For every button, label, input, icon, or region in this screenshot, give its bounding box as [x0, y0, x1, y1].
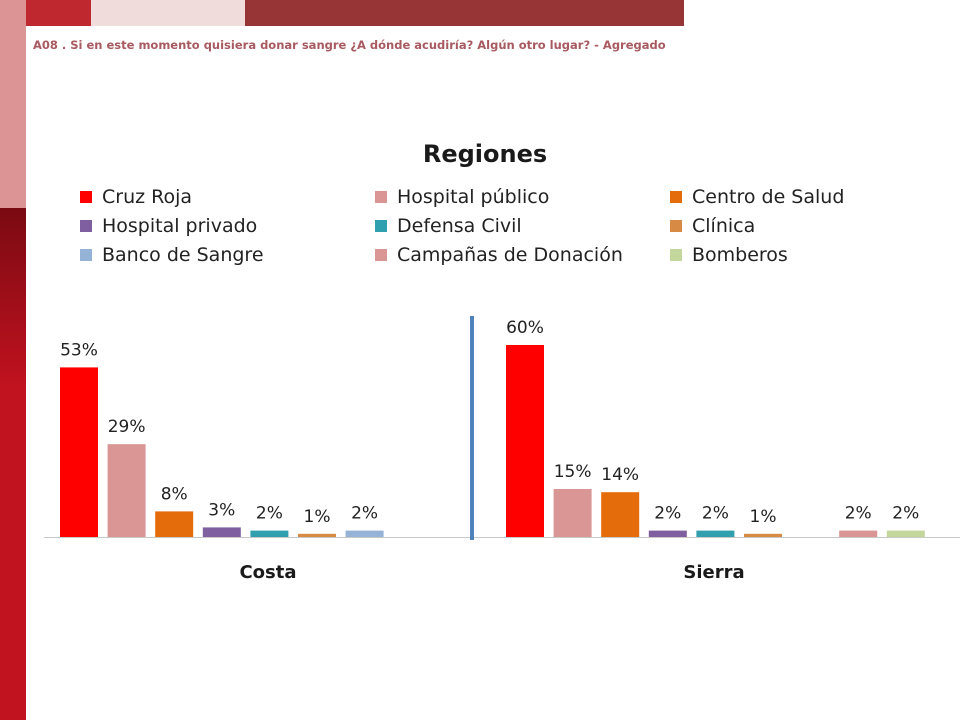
side-strip-light	[0, 0, 26, 208]
data-label: 29%	[108, 417, 146, 437]
legend-label: Hospital público	[397, 186, 550, 208]
legend-label: Hospital privado	[102, 215, 258, 237]
group-label: Sierra	[683, 562, 744, 583]
data-label: 2%	[845, 504, 872, 524]
header-bar-maroon	[245, 0, 684, 26]
header-bar-pink	[91, 0, 245, 26]
data-label: 3%	[208, 500, 235, 520]
header-bar-red	[26, 0, 91, 26]
data-label: 15%	[554, 462, 592, 482]
data-label: 53%	[60, 340, 98, 360]
question-text: A08 . Si en este momento quisiera donar …	[33, 38, 666, 52]
bar	[345, 530, 384, 537]
legend-item: Bomberos	[670, 242, 880, 268]
legend-swatch	[670, 220, 682, 232]
data-label: 1%	[304, 507, 331, 527]
data-label: 8%	[161, 484, 188, 504]
legend-swatch	[670, 191, 682, 203]
data-label: 2%	[256, 504, 283, 524]
data-label: 60%	[506, 318, 544, 338]
legend-label: Centro de Salud	[692, 186, 845, 208]
legend-item: Clínica	[670, 213, 880, 239]
group-label: Costa	[239, 562, 296, 583]
legend-label: Bomberos	[692, 244, 788, 266]
legend-swatch	[80, 191, 92, 203]
legend-item: Hospital privado	[80, 213, 375, 239]
bar	[155, 511, 194, 537]
legend-item: Defensa Civil	[375, 213, 670, 239]
legend-item: Cruz Roja	[80, 184, 375, 210]
legend-label: Banco de Sangre	[102, 244, 264, 266]
data-label: 1%	[750, 507, 777, 527]
bar	[744, 533, 782, 537]
legend-swatch	[375, 220, 387, 232]
bar	[886, 530, 925, 537]
bar	[298, 533, 336, 537]
bar	[648, 530, 687, 537]
legend-swatch	[375, 249, 387, 261]
legend-swatch	[375, 191, 387, 203]
bar	[250, 530, 289, 537]
chart-title: Regiones	[422, 140, 548, 168]
chart-legend: Cruz Roja Hospital público Centro de Salud…	[80, 184, 880, 268]
bar	[506, 345, 544, 537]
legend-label: Defensa Civil	[397, 215, 522, 237]
data-label: 2%	[654, 504, 681, 524]
legend-swatch	[80, 249, 92, 261]
bar	[553, 489, 592, 537]
bar	[601, 492, 640, 537]
data-label: 2%	[351, 504, 378, 524]
legend-item: Banco de Sangre	[80, 242, 375, 268]
legend-label: Clínica	[692, 215, 756, 237]
bar	[107, 444, 146, 537]
legend-swatch	[670, 249, 682, 261]
bar	[696, 530, 735, 537]
data-label: 14%	[601, 465, 639, 485]
legend-label: Campañas de Donación	[397, 244, 623, 266]
legend-item: Campañas de Donación	[375, 242, 670, 268]
bar	[202, 527, 241, 537]
legend-item: Hospital público	[375, 184, 670, 210]
bar	[60, 367, 98, 537]
side-strip-dark	[0, 208, 26, 720]
legend-swatch	[80, 220, 92, 232]
data-label: 2%	[892, 504, 919, 524]
legend-label: Cruz Roja	[102, 186, 193, 208]
bar	[839, 530, 878, 537]
legend-item: Centro de Salud	[670, 184, 880, 210]
data-label: 2%	[702, 504, 729, 524]
